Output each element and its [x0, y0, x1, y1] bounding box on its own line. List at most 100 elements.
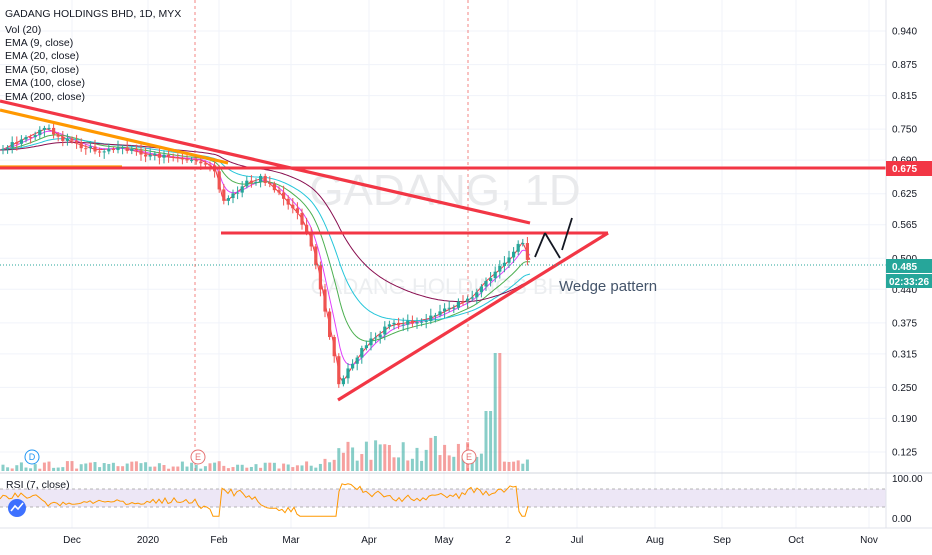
volume-bar	[383, 444, 387, 471]
candle-body	[102, 151, 106, 153]
price-tick: 0.940	[892, 27, 917, 38]
candle-body	[512, 251, 516, 258]
orange-downtrend-line[interactable]	[0, 108, 229, 165]
event-marker-earnings-2[interactable]: E	[461, 449, 477, 465]
event-marker-dividend[interactable]: D	[24, 449, 40, 465]
candle-body	[144, 154, 148, 157]
volume-bar	[203, 466, 207, 471]
legend-indicator-ema200[interactable]: EMA (200, close)	[5, 91, 85, 103]
legend-indicator-ema100[interactable]: EMA (100, close)	[5, 77, 85, 89]
volume-bar	[254, 464, 258, 471]
price-tick: 0.565	[892, 220, 917, 231]
candle-body	[148, 155, 152, 157]
volume-bar	[56, 467, 60, 471]
candle-body	[217, 171, 221, 190]
candle-body	[199, 161, 203, 164]
volume-bar	[489, 411, 493, 471]
event-circle	[190, 449, 206, 465]
event-label: D	[29, 452, 36, 462]
volume-bar	[121, 466, 125, 471]
volume-bar	[314, 467, 318, 471]
volume-bar	[134, 461, 138, 471]
candle-body	[401, 324, 405, 326]
candle-body	[397, 322, 401, 326]
candle-body	[415, 322, 419, 324]
candle-body	[130, 148, 134, 151]
rsi-tick-100: 100.00	[892, 474, 923, 485]
candle-body	[392, 322, 396, 325]
candle-body	[369, 338, 373, 346]
candle-body	[351, 363, 355, 369]
price-axis[interactable]: 0.9400.8750.8150.7500.6900.6250.5650.500…	[885, 0, 932, 528]
candle-body	[194, 160, 198, 162]
volume-bar	[351, 447, 355, 471]
volume-bar	[130, 461, 134, 471]
volume-bar	[438, 455, 442, 471]
candle-body	[10, 142, 14, 148]
ascending-trendline[interactable]	[337, 231, 609, 402]
candle-body	[79, 142, 83, 149]
event-marker-earnings-1[interactable]: E	[190, 449, 206, 465]
legend-title[interactable]: GADANG HOLDINGS BHD, 1D, MYX	[5, 8, 181, 20]
countdown-badge: 02:33:26	[886, 274, 932, 288]
candle-body	[65, 138, 69, 141]
candle-body	[383, 326, 387, 335]
volume-bar	[125, 463, 129, 471]
time-tick: Dec	[63, 535, 81, 546]
legend: GADANG HOLDINGS BHD, 1D, MYX Vol (20) EM…	[5, 8, 181, 103]
volume-bar	[79, 464, 83, 471]
candle-body	[295, 208, 299, 213]
candle-body	[203, 163, 207, 165]
legend-indicator-ema20[interactable]: EMA (20, close)	[5, 50, 79, 62]
volume-bar	[456, 443, 460, 471]
volume-bar	[397, 457, 401, 471]
volume-bar	[429, 437, 433, 471]
candle-body	[231, 193, 235, 199]
volume-bar	[6, 467, 10, 471]
candle-body	[1, 148, 5, 150]
legend-indicator-ema9[interactable]: EMA (9, close)	[5, 37, 73, 49]
volume-bar	[153, 466, 157, 471]
legend-indicator-vol[interactable]: Vol (20)	[5, 24, 41, 36]
event-label: E	[195, 452, 201, 462]
volume-bar	[15, 465, 19, 471]
candle-body	[167, 154, 171, 157]
descending-trendline[interactable]	[0, 99, 531, 225]
countdown-badge-text: 02:33:26	[889, 277, 929, 288]
price-tick: 0.315	[892, 349, 917, 360]
red-trendlines	[0, 99, 932, 402]
candle-body	[374, 337, 378, 339]
candle-body	[470, 297, 474, 299]
candle-body	[309, 231, 313, 247]
tradingview-logo-icon[interactable]	[8, 499, 26, 517]
candle-body	[291, 204, 295, 209]
candle-body	[277, 190, 281, 193]
projection-stroke-1	[534, 232, 546, 258]
price-tick: 0.875	[892, 60, 917, 71]
time-axis[interactable]: Dec 2020 Feb Mar Apr May 2 Jul Aug Sep Oct Nov	[0, 527, 932, 546]
volume-bar	[33, 464, 37, 471]
volume-bar	[194, 464, 198, 471]
candle-body	[153, 153, 157, 156]
candle-body	[116, 147, 120, 151]
volume-bar	[70, 461, 74, 471]
projection-strokes	[534, 217, 573, 259]
candle-body	[502, 262, 506, 266]
candle-body	[406, 320, 410, 325]
volume-bar	[415, 447, 419, 471]
volume-bar	[84, 463, 88, 471]
projection-stroke-3	[561, 217, 573, 251]
candle-body	[410, 320, 414, 324]
volume-bar	[420, 460, 424, 471]
volume-bar	[93, 462, 97, 471]
legend-indicator-ema50[interactable]: EMA (50, close)	[5, 64, 79, 76]
volume-bar	[305, 461, 309, 471]
volume-bar	[52, 467, 56, 471]
candle-body	[157, 153, 161, 158]
candle-body	[134, 148, 138, 151]
volume-bar	[116, 466, 120, 471]
candle-body	[429, 315, 433, 321]
candle-body	[493, 271, 497, 279]
candle-body	[15, 142, 19, 144]
candle-body	[61, 136, 65, 141]
